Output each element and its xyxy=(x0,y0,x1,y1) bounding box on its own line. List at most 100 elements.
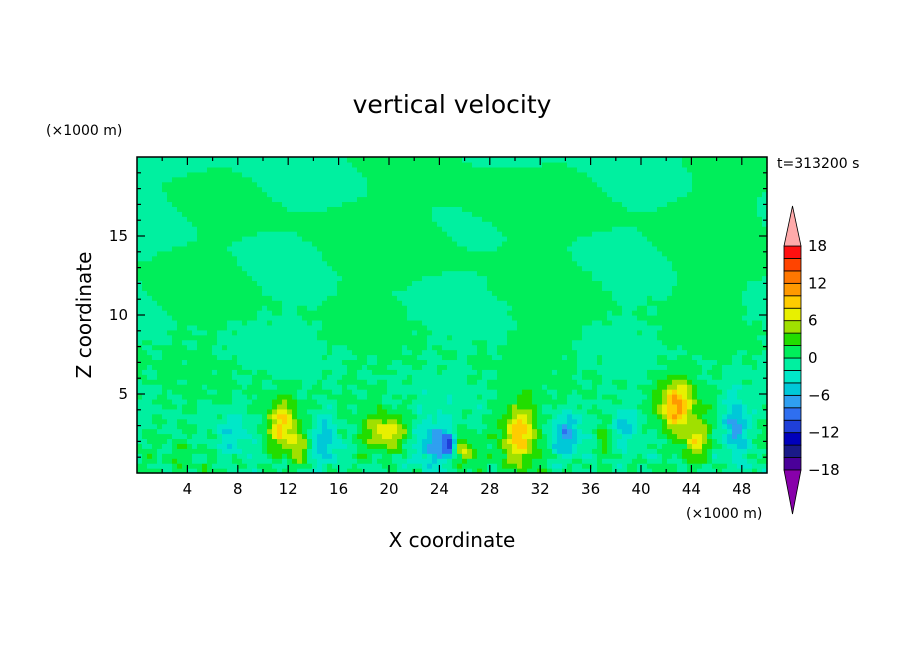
heatmap-cell xyxy=(437,458,443,464)
heatmap-cell xyxy=(322,329,328,336)
heatmap-cell xyxy=(427,428,433,435)
heatmap-cell xyxy=(347,463,353,469)
heatmap-cell xyxy=(332,423,338,430)
heatmap-cell xyxy=(177,260,183,267)
heatmap-cell xyxy=(337,443,343,449)
heatmap-cell xyxy=(472,344,478,351)
heatmap-cell xyxy=(252,221,258,227)
heatmap-cell xyxy=(312,408,318,415)
heatmap-cell xyxy=(222,384,228,390)
heatmap-cell xyxy=(172,181,178,188)
heatmap-cell xyxy=(432,250,438,257)
heatmap-cell xyxy=(192,418,198,425)
heatmap-cell xyxy=(242,408,248,415)
heatmap-cell xyxy=(462,403,468,410)
heatmap-cell xyxy=(197,216,203,222)
heatmap-cell xyxy=(482,349,488,356)
heatmap-cell xyxy=(252,374,258,380)
heatmap-cell xyxy=(167,250,173,257)
heatmap-cell xyxy=(457,468,463,474)
heatmap-cell xyxy=(292,398,298,405)
heatmap-cell xyxy=(152,161,158,168)
heatmap-cell xyxy=(452,448,458,454)
heatmap-cell xyxy=(472,443,478,449)
heatmap-cell xyxy=(167,206,173,212)
heatmap-cell xyxy=(392,310,398,316)
heatmap-cell xyxy=(467,285,473,291)
heatmap-cell xyxy=(147,379,153,385)
heatmap-cell xyxy=(342,448,348,454)
heatmap-cell xyxy=(257,191,263,198)
heatmap-cell xyxy=(172,250,178,257)
heatmap-cell xyxy=(407,448,413,454)
heatmap-cell xyxy=(287,349,293,356)
heatmap-cell xyxy=(362,443,368,449)
heatmap-cell xyxy=(477,428,483,435)
heatmap-cell xyxy=(267,255,273,262)
heatmap-cell xyxy=(452,161,458,168)
heatmap-cell xyxy=(507,384,513,390)
heatmap-cell xyxy=(472,339,478,346)
heatmap-cell xyxy=(312,181,318,188)
heatmap-cell xyxy=(202,245,208,252)
heatmap-cell xyxy=(222,176,228,183)
heatmap-cell xyxy=(382,315,388,321)
heatmap-cell xyxy=(282,300,288,306)
heatmap-cell xyxy=(377,285,383,291)
heatmap-cell xyxy=(457,226,463,232)
heatmap-cell xyxy=(422,265,428,272)
heatmap-cell xyxy=(227,270,233,277)
heatmap-cell xyxy=(137,221,143,227)
heatmap-cell xyxy=(157,157,163,163)
heatmap-cell xyxy=(262,374,268,380)
heatmap-cell xyxy=(217,458,223,464)
heatmap-cell xyxy=(417,295,423,301)
heatmap-cell xyxy=(482,300,488,306)
heatmap-cell xyxy=(162,354,168,361)
heatmap-cell xyxy=(442,315,448,321)
heatmap-cell xyxy=(382,453,388,459)
heatmap-cell xyxy=(282,221,288,227)
heatmap-cell xyxy=(437,428,443,435)
heatmap-cell xyxy=(212,211,218,217)
heatmap-cell xyxy=(302,161,308,168)
heatmap-cell xyxy=(362,216,368,222)
heatmap-cell xyxy=(197,285,203,291)
heatmap-cell xyxy=(337,463,343,469)
heatmap-cell xyxy=(407,270,413,277)
heatmap-cell xyxy=(217,310,223,316)
heatmap-cell xyxy=(442,438,448,444)
heatmap-cell xyxy=(352,453,358,459)
heatmap-cell xyxy=(202,463,208,469)
heatmap-cell xyxy=(457,221,463,227)
heatmap-cell xyxy=(217,379,223,385)
heatmap-cell xyxy=(337,384,343,390)
heatmap-cell xyxy=(487,240,493,247)
heatmap-cell xyxy=(512,349,518,356)
heatmap-cell xyxy=(197,448,203,454)
heatmap-cell xyxy=(162,398,168,405)
heatmap-cell xyxy=(137,394,143,400)
heatmap-cell xyxy=(307,236,313,242)
heatmap-cell xyxy=(367,270,373,277)
heatmap-cell xyxy=(507,206,513,212)
heatmap-cell xyxy=(477,329,483,336)
heatmap-cell xyxy=(167,236,173,242)
heatmap-cell xyxy=(167,176,173,183)
heatmap-cell xyxy=(317,157,323,163)
heatmap-cell xyxy=(277,305,283,311)
heatmap-cell xyxy=(317,398,323,405)
heatmap-cell xyxy=(487,398,493,405)
heatmap-cell xyxy=(172,339,178,346)
heatmap-cell xyxy=(342,413,348,420)
heatmap-cell xyxy=(407,364,413,370)
heatmap-cell xyxy=(497,413,503,420)
heatmap-cell xyxy=(522,176,528,183)
heatmap-cell xyxy=(502,157,508,163)
heatmap-cell xyxy=(517,329,523,336)
heatmap-cell xyxy=(242,245,248,252)
heatmap-cell xyxy=(502,418,508,425)
heatmap-cell xyxy=(232,236,238,242)
heatmap-cell xyxy=(307,250,313,257)
heatmap-cell xyxy=(447,339,453,346)
